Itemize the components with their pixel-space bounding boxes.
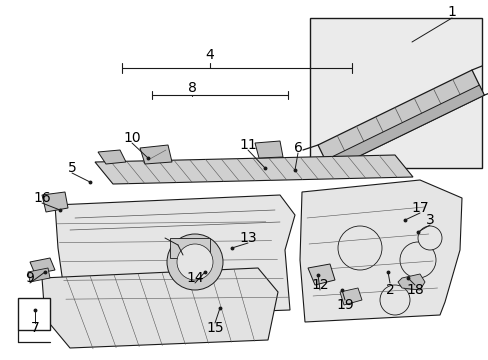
Bar xyxy=(18,298,50,330)
Polygon shape xyxy=(299,180,461,322)
Text: 11: 11 xyxy=(239,138,256,152)
Polygon shape xyxy=(254,141,283,158)
Text: 4: 4 xyxy=(205,48,214,62)
Polygon shape xyxy=(42,192,68,212)
Circle shape xyxy=(337,226,381,270)
Text: 17: 17 xyxy=(410,201,428,215)
Text: 8: 8 xyxy=(187,81,196,95)
Circle shape xyxy=(379,285,409,315)
Polygon shape xyxy=(95,155,412,184)
Text: 9: 9 xyxy=(25,271,34,285)
Text: 10: 10 xyxy=(123,131,141,145)
Text: 18: 18 xyxy=(406,283,423,297)
Text: 2: 2 xyxy=(385,283,393,297)
Circle shape xyxy=(177,244,213,280)
Circle shape xyxy=(417,226,441,250)
Text: 19: 19 xyxy=(335,298,353,312)
Polygon shape xyxy=(339,288,361,305)
Bar xyxy=(309,18,481,168)
Polygon shape xyxy=(140,145,172,164)
Text: 14: 14 xyxy=(186,271,203,285)
Polygon shape xyxy=(307,264,334,285)
Text: 1: 1 xyxy=(447,5,455,19)
Text: 3: 3 xyxy=(425,213,433,227)
Polygon shape xyxy=(30,258,55,274)
Polygon shape xyxy=(28,268,50,282)
Polygon shape xyxy=(98,150,126,164)
Text: 12: 12 xyxy=(310,278,328,292)
Text: 16: 16 xyxy=(33,191,51,205)
Polygon shape xyxy=(397,274,424,290)
Text: 13: 13 xyxy=(239,231,256,245)
Polygon shape xyxy=(325,85,483,170)
Bar xyxy=(170,238,209,258)
Circle shape xyxy=(167,234,223,290)
Text: 5: 5 xyxy=(67,161,76,175)
Text: 15: 15 xyxy=(206,321,224,335)
Text: 6: 6 xyxy=(293,141,302,155)
Polygon shape xyxy=(42,268,278,348)
Text: 7: 7 xyxy=(31,321,40,335)
Polygon shape xyxy=(317,70,483,170)
Circle shape xyxy=(399,242,435,278)
Polygon shape xyxy=(55,195,294,318)
